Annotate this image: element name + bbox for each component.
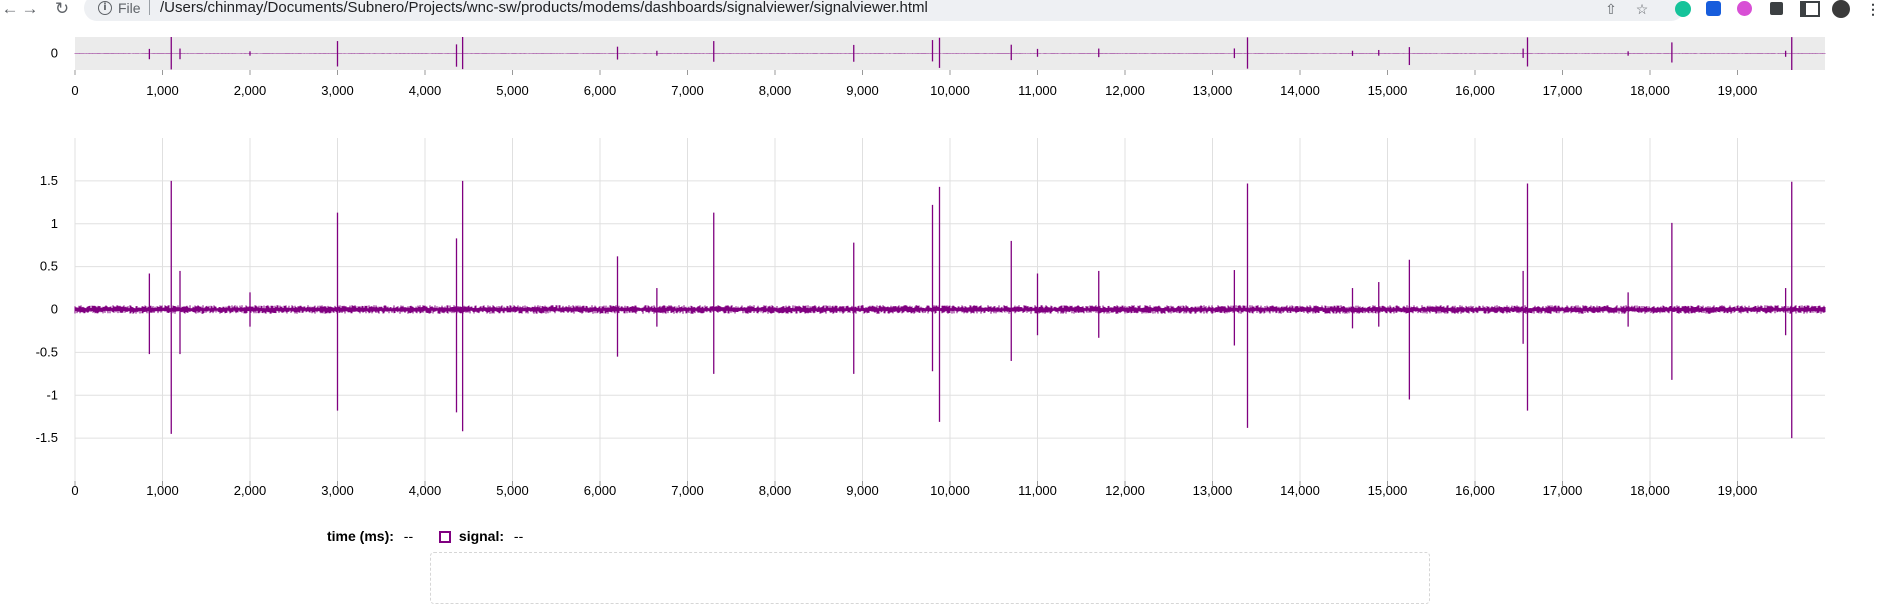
main-x-tick-label: 0 — [71, 483, 78, 498]
main-signal-line — [74, 180, 1826, 439]
overview-x-tick-label: 9,000 — [846, 83, 879, 98]
main-x-tick-label: 5,000 — [496, 483, 529, 498]
cursor-legend: time (ms): -- signal: -- — [327, 528, 523, 548]
signal-label: signal: — [458, 528, 505, 544]
main-x-tick-label: 8,000 — [759, 483, 792, 498]
overview-y-axis: 0 — [51, 46, 58, 61]
overview-x-tick-label: 19,000 — [1718, 83, 1758, 98]
main-x-tick-label: 4,000 — [409, 483, 442, 498]
overview-x-tick-label: 10,000 — [930, 83, 970, 98]
main-chart[interactable]: 1.5 1 0.5 0 -0.5 -1 -1.5 0 1,000 2,000 3,000 4,000… — [0, 130, 1897, 510]
main-y-tick-label: 1.5 — [40, 173, 58, 188]
overview-x-tick-label: 16,000 — [1455, 83, 1495, 98]
overview-x-tick-label: 4,000 — [409, 83, 442, 98]
main-x-tick-label: 18,000 — [1630, 483, 1670, 498]
main-x-tick-label: 9,000 — [846, 483, 879, 498]
address-bar[interactable]: i File /Users/chinmay/Documents/Subnero/… — [84, 0, 1684, 21]
signal-noise-trace — [74, 53, 1826, 54]
arrow-left-icon[interactable]: ← — [1, 0, 19, 18]
scheme-label: File — [118, 0, 141, 16]
profile-avatar[interactable] — [1832, 0, 1850, 18]
overview-x-tick-label: 17,000 — [1543, 83, 1583, 98]
pink-extension-icon[interactable] — [1736, 0, 1754, 18]
main-x-tick-label: 15,000 — [1368, 483, 1408, 498]
arrow-right-icon[interactable]: → — [21, 0, 39, 18]
main-x-tick-label: 6,000 — [584, 483, 617, 498]
url-separator — [149, 0, 150, 15]
main-x-tick-label: 14,000 — [1280, 483, 1320, 498]
overview-y-tick-label: 0 — [51, 46, 58, 61]
main-y-tick-label: -0.5 — [36, 344, 58, 359]
star-icon[interactable]: ☆ — [1635, 1, 1649, 17]
overview-x-tick-label: 18,000 — [1630, 83, 1670, 98]
overview-x-tick-label: 3,000 — [321, 83, 354, 98]
main-x-tick-label: 10,000 — [930, 483, 970, 498]
time-value: -- — [403, 528, 414, 544]
browser-toolbar: ← → ↻ i File /Users/chinmay/Documents/Su… — [0, 0, 1897, 22]
overview-x-tick-label: 1,000 — [146, 83, 179, 98]
overview-x-tick-label: 11,000 — [1018, 83, 1057, 98]
main-x-tick-label: 17,000 — [1543, 483, 1583, 498]
overview-x-tick-label: 2,000 — [234, 83, 267, 98]
overview-x-tick-label: 6,000 — [584, 83, 617, 98]
overview-chart[interactable]: 0 0 1,000 2,000 3,000 4,000 5,000 6,000 7,000 8,… — [0, 30, 1897, 135]
overview-x-tick-label: 5,000 — [496, 83, 529, 98]
signal-legend-swatch[interactable] — [439, 531, 452, 543]
bitwarden-extension-icon[interactable] — [1705, 0, 1723, 18]
main-x-tick-label: 16,000 — [1455, 483, 1495, 498]
detail-panel — [430, 552, 1430, 604]
sidebar-icon[interactable] — [1799, 0, 1820, 18]
overview-x-tick-label: 7,000 — [671, 83, 704, 98]
main-x-tick-label: 1,000 — [146, 483, 179, 498]
signal-noise-trace — [74, 305, 1826, 314]
grammarly-extension-icon[interactable] — [1674, 0, 1692, 18]
main-x-tick-label: 7,000 — [671, 483, 704, 498]
url-text[interactable]: /Users/chinmay/Documents/Subnero/Project… — [160, 0, 928, 16]
main-x-axis: 0 1,000 2,000 3,000 4,000 5,000 6,000 7,000 8,00… — [71, 481, 1757, 498]
main-x-tick-label: 3,000 — [321, 483, 354, 498]
overview-x-tick-label: 0 — [71, 83, 78, 98]
info-icon[interactable]: i — [98, 1, 112, 15]
main-x-tick-label: 11,000 — [1018, 483, 1057, 498]
main-y-tick-label: -1 — [46, 387, 58, 402]
main-y-tick-label: -1.5 — [36, 430, 58, 445]
main-y-tick-label: 0 — [51, 302, 58, 317]
main-y-axis: 1.5 1 0.5 0 -0.5 -1 -1.5 — [36, 173, 58, 445]
more-menu-icon[interactable]: ⋮ — [1866, 1, 1880, 17]
signal-value: -- — [513, 528, 524, 544]
overview-x-tick-label: 13,000 — [1193, 83, 1233, 98]
main-x-tick-label: 19,000 — [1718, 483, 1758, 498]
puzzle-extensions-icon[interactable] — [1768, 0, 1786, 18]
main-x-tick-label: 2,000 — [234, 483, 267, 498]
reload-icon[interactable]: ↻ — [54, 0, 70, 18]
overview-x-tick-label: 14,000 — [1280, 83, 1320, 98]
overview-x-tick-label: 15,000 — [1368, 83, 1408, 98]
time-label: time (ms): — [327, 528, 394, 544]
overview-x-tick-label: 12,000 — [1105, 83, 1145, 98]
main-x-tick-label: 12,000 — [1105, 483, 1145, 498]
main-x-tick-label: 13,000 — [1193, 483, 1233, 498]
overview-x-tick-label: 8,000 — [759, 83, 792, 98]
overview-x-axis: 0 1,000 2,000 3,000 4,000 5,000 6,000 7,000 8,00… — [71, 70, 1757, 98]
main-y-tick-label: 1 — [51, 216, 58, 231]
overview-signal-line — [74, 37, 1826, 70]
share-icon[interactable]: ⇧ — [1605, 1, 1617, 17]
main-y-tick-label: 0.5 — [40, 259, 58, 274]
